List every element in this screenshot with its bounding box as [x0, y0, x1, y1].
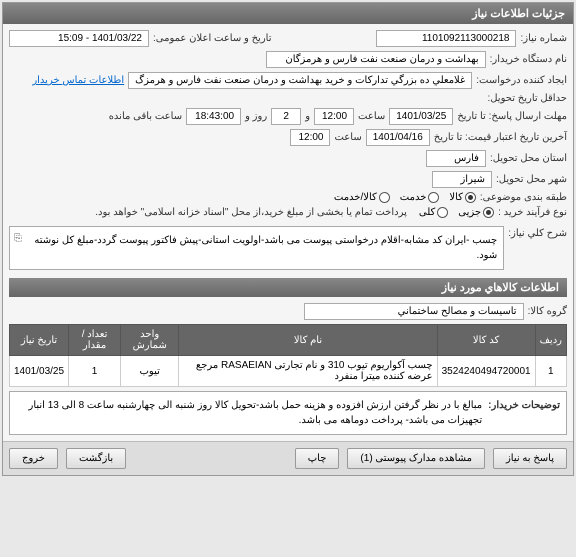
group-value: تاسيسات و مصالح ساختماني [304, 303, 524, 320]
col-name: نام کالا [179, 325, 437, 356]
form-body: شماره نیاز: 1101092113000218 تاریخ و ساع… [3, 24, 573, 441]
process-note: پرداخت تمام یا بخشی از مبلغ خرید،از محل … [95, 207, 407, 218]
cell-code: 3524240494720001 [437, 356, 535, 387]
pkg-service-label: خدمت [400, 192, 427, 203]
exit-button[interactable]: خروج [9, 448, 58, 469]
buyer-notes: توضیحات خریدار: مبالغ با در نظر گرفتن ار… [9, 391, 567, 435]
process-full-label: کلی [419, 207, 435, 218]
days-value: 2 [271, 108, 301, 125]
city-label: شهر محل تحویل: [496, 174, 567, 185]
col-idx: ردیف [535, 325, 566, 356]
reply-label: مهلت ارسال پاسخ: تا تاریخ [457, 111, 567, 122]
back-button[interactable]: بازگشت [66, 448, 126, 469]
col-date: تاریخ نیاز [10, 325, 69, 356]
valid-label: آخرین تاریخ اعتبار قیمت: تا تاریخ [434, 132, 567, 143]
desc-label: شرح کلي نياز: [508, 222, 567, 239]
radio-icon [437, 207, 448, 218]
cell-idx: 1 [535, 356, 566, 387]
creator-value: غلامعلي ده بزرگي تدارکات و خرید بهداشت و… [128, 72, 472, 89]
process-full-radio[interactable]: کلی [419, 207, 448, 218]
need-details-panel: جزئیات اطلاعات نیاز شماره نیاز: 11010921… [2, 2, 574, 476]
process-radio-group: جزیی کلی [419, 207, 494, 218]
notes-label: توضیحات خریدار: [488, 398, 560, 428]
radio-icon [428, 192, 439, 203]
remain-label: ساعت باقی مانده [109, 111, 182, 122]
device-label: نام دستگاه خریدار: [490, 54, 567, 65]
announce-label: تاریخ و ساعت اعلان عمومی: [153, 33, 272, 44]
cell-unit: تیوب [121, 356, 179, 387]
group-label: گروه کالا: [528, 306, 567, 317]
cell-name: چسب آکواریوم تیوب 310 و نام تجارتی RASAE… [179, 356, 437, 387]
copy-icon[interactable]: ⎘ [14, 231, 22, 246]
cell-qty: 1 [69, 356, 121, 387]
deadline-label: حداقل تاریخ تحویل: [487, 93, 567, 104]
process-partial-radio[interactable]: جزیی [458, 207, 494, 218]
desc-box: ⎘ چسب -ایران کد مشابه-اقلام درخواستی پیو… [9, 226, 504, 270]
cell-date: 1401/03/25 [10, 356, 69, 387]
day-label: روز و [245, 111, 267, 122]
time-label-1: ساعت [358, 111, 385, 122]
announce-value: 1401/03/22 - 15:09 [9, 30, 149, 47]
radio-checked-icon [465, 192, 476, 203]
notes-text: مبالغ با در نظر گرفتن ارزش افزوده و هزین… [16, 398, 482, 428]
remain-time: 18:43:00 [186, 108, 241, 125]
goods-section-title: اطلاعات کالاهاي مورد نياز [9, 278, 567, 297]
col-qty: تعداد / مقدار [69, 325, 121, 356]
device-value: بهداشت و درمان صنعت نفت فارس و هرمزگان [266, 51, 486, 68]
city-value: شیراز [432, 171, 492, 188]
pkg-radio-group: کالا خدمت کالا/خدمت [334, 192, 476, 203]
pkg-service-radio[interactable]: خدمت [400, 192, 440, 203]
day-sep: و [305, 111, 310, 122]
radio-icon [379, 192, 390, 203]
table-header-row: ردیف کد کالا نام کالا واحد شمارش تعداد /… [10, 325, 567, 356]
process-label: نوع فرآیند خرید : [498, 207, 567, 218]
pkg-goods-radio[interactable]: کالا [449, 192, 476, 203]
valid-date: 1401/04/16 [366, 129, 430, 146]
desc-text: چسب -ایران کد مشابه-اقلام درخواستی پیوست… [34, 235, 497, 261]
time-label-2: ساعت [334, 132, 361, 143]
province-label: استان محل تحویل: [490, 153, 567, 164]
contact-link[interactable]: اطلاعات تماس خریدار [32, 75, 124, 86]
print-button[interactable]: چاپ [295, 448, 340, 469]
pkg-label: طبقه بندی موضوعی: [480, 192, 567, 203]
col-code: کد کالا [437, 325, 535, 356]
pkg-goods-label: کالا [449, 192, 463, 203]
pkg-both-radio[interactable]: کالا/خدمت [334, 192, 390, 203]
pkg-both-label: کالا/خدمت [334, 192, 377, 203]
need-no-label: شماره نیاز: [520, 33, 567, 44]
province-value: فارس [426, 150, 486, 167]
creator-label: ایجاد کننده درخواست: [476, 75, 567, 86]
goods-table: ردیف کد کالا نام کالا واحد شمارش تعداد /… [9, 324, 567, 387]
col-unit: واحد شمارش [121, 325, 179, 356]
button-bar: پاسخ به نیاز مشاهده مدارک پیوستی (1) چاپ… [3, 441, 573, 475]
valid-time: 12:00 [290, 129, 330, 146]
need-no-value: 1101092113000218 [376, 30, 516, 47]
panel-title: جزئیات اطلاعات نیاز [3, 3, 573, 24]
reply-date: 1401/03/25 [389, 108, 453, 125]
process-partial-label: جزیی [458, 207, 481, 218]
attachments-button[interactable]: مشاهده مدارک پیوستی (1) [347, 448, 485, 469]
reply-time: 12:00 [314, 108, 354, 125]
radio-checked-icon [483, 207, 494, 218]
table-row[interactable]: 1 3524240494720001 چسب آکواریوم تیوب 310… [10, 356, 567, 387]
reply-button[interactable]: پاسخ به نیاز [493, 448, 567, 469]
